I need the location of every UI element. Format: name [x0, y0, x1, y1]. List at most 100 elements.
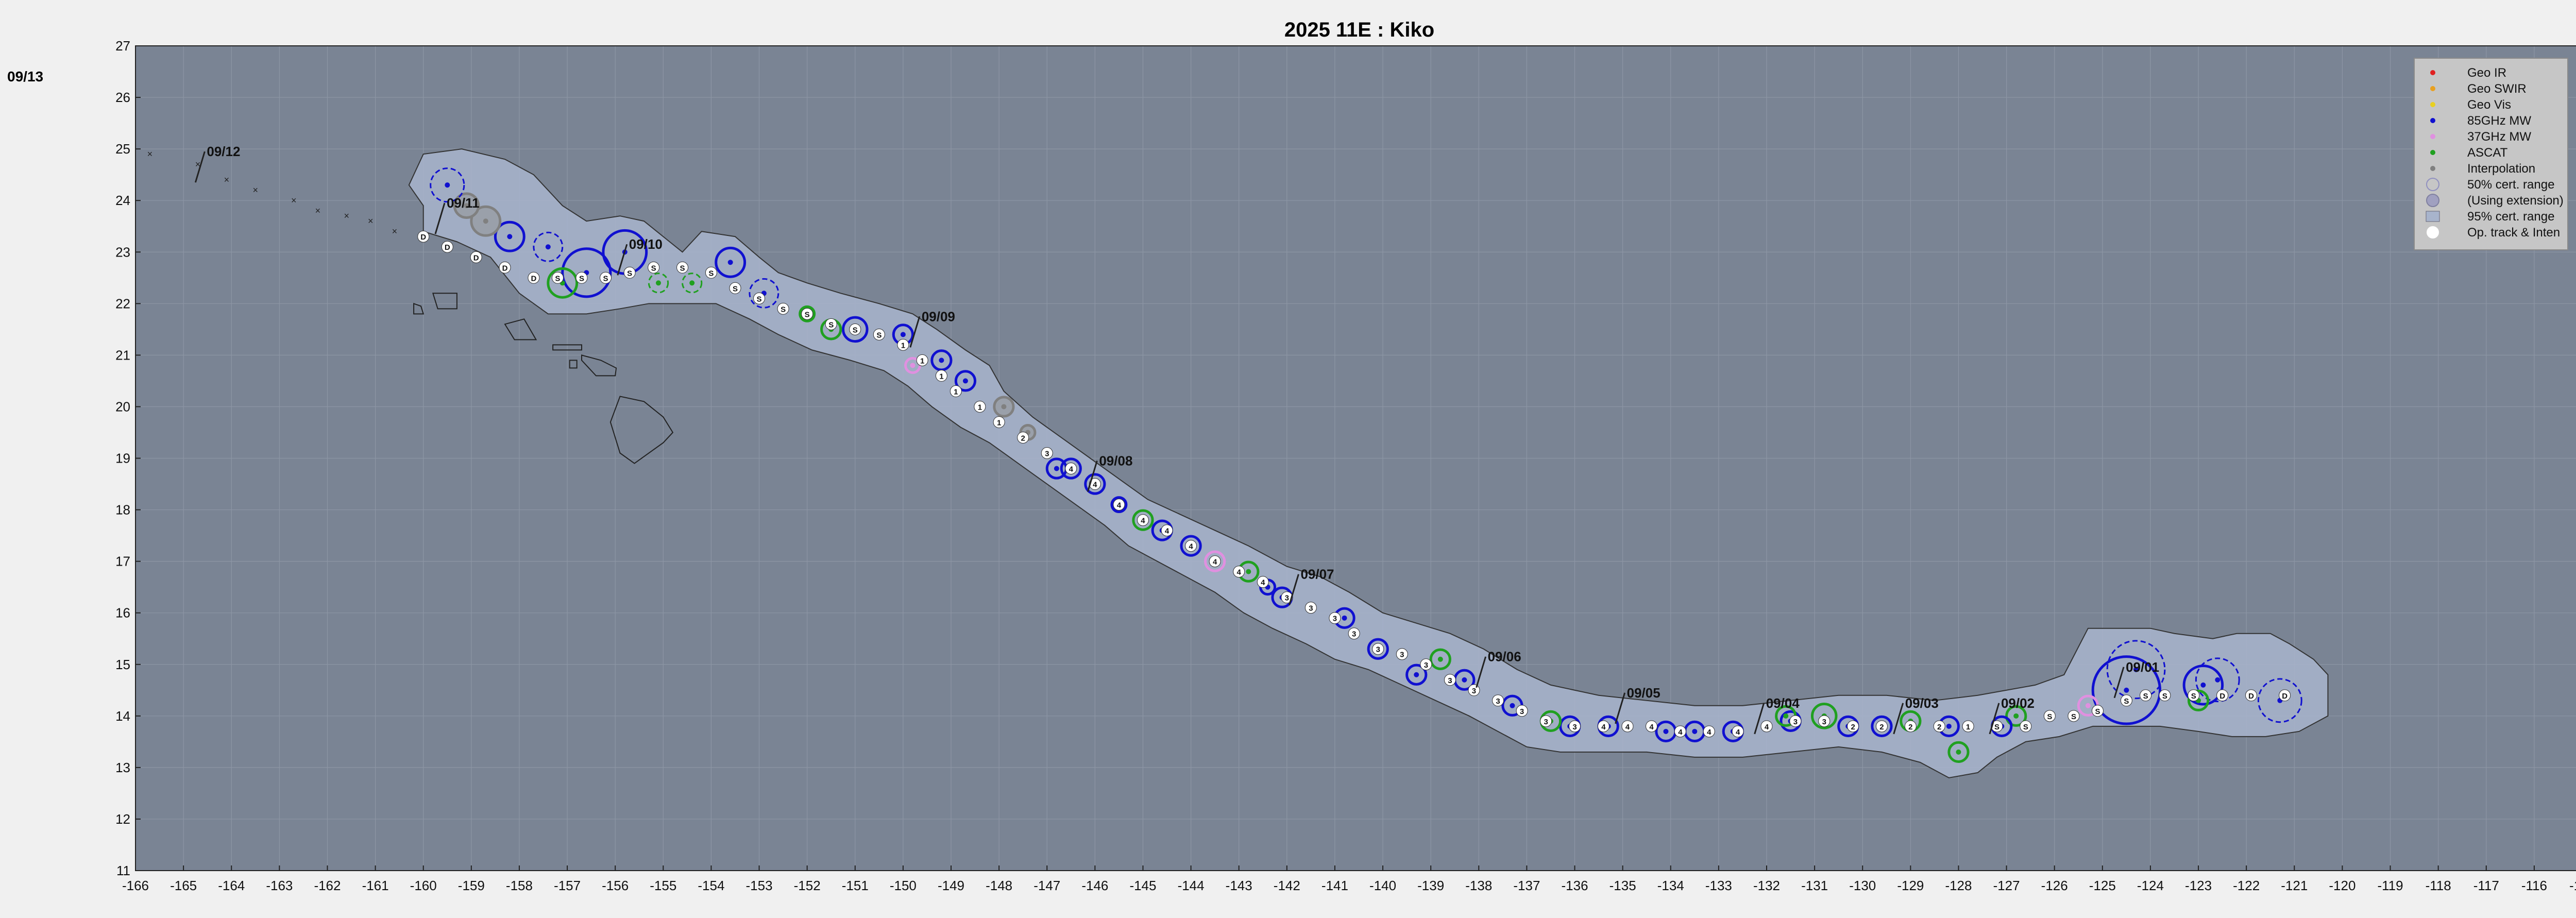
track-intensity-label: 3: [1448, 676, 1452, 685]
fix-dot: [1783, 713, 1789, 719]
track-intensity-label: S: [627, 269, 632, 278]
extratropical-marker: ×: [253, 185, 259, 195]
fix-ring: [715, 246, 747, 278]
track-point: [2188, 689, 2200, 702]
legend-symbol: [2430, 118, 2435, 123]
legend-label: Op. track & Inten: [2467, 226, 2561, 240]
fix-ring: [494, 220, 526, 252]
track-point: [801, 308, 814, 320]
track-point: [551, 271, 564, 284]
x-tick-label: -132: [1753, 878, 1780, 893]
fix-ring: [1871, 715, 1893, 737]
legend-label: Geo SWIR: [2467, 82, 2527, 96]
track-point: [897, 338, 909, 351]
track-point: [1569, 720, 1581, 733]
x-tick-label: -165: [170, 878, 197, 893]
track-intensity-label: S: [2023, 723, 2028, 732]
day-tick: [1754, 703, 1765, 735]
track-intensity-label: 1: [939, 372, 943, 381]
track-intensity-label: S: [828, 320, 834, 329]
track-point: [441, 241, 453, 253]
track-point: [417, 230, 430, 243]
legend-label: Geo IR: [2467, 66, 2507, 80]
island: [413, 302, 425, 315]
day-label: 09/04: [1766, 695, 1800, 711]
track-intensity-label: D: [531, 274, 536, 283]
axes: -166 -165 -164 -163 -162 -161 -160 -159 -158 -157…: [115, 38, 2576, 893]
legend-label: Interpolation: [2467, 162, 2536, 176]
track-intensity-label: 3: [1400, 651, 1404, 659]
legend-item: 50% cert. range: [2415, 177, 2567, 193]
track-intensity-label: 3: [1352, 630, 1356, 639]
fix-dot: [1692, 728, 1698, 734]
fix-ring: [533, 231, 564, 262]
fix-dot: [1414, 672, 1419, 677]
track-point: [1933, 720, 1945, 733]
day-tick: [909, 316, 921, 348]
x-tick-label: -131: [1801, 878, 1828, 893]
legend-label: 37GHz MW: [2467, 130, 2532, 144]
track-intensity-label: 1: [1966, 723, 1970, 732]
track-point: [1703, 725, 1715, 738]
track-intensity-label: 4: [1237, 568, 1242, 577]
track-point: [950, 385, 962, 397]
fix-ring: [1405, 664, 1428, 686]
legend-item: Geo Vis: [2415, 97, 2567, 113]
island: [552, 344, 582, 351]
legend-dot: [2430, 118, 2435, 123]
track-intensity-label: 2: [1021, 434, 1025, 443]
x-tick-label: -139: [1417, 878, 1444, 893]
island: [432, 293, 457, 310]
legend-item: (Using extension): [2415, 193, 2567, 209]
day-label: 09/09: [922, 309, 955, 324]
track-intensity-label: 4: [1261, 579, 1265, 587]
x-tick-label: -162: [314, 878, 341, 893]
track-intensity-label: S: [680, 264, 685, 273]
fix-dot: [445, 182, 450, 188]
x-tick-label: -123: [2185, 878, 2212, 893]
track-point: [2279, 689, 2291, 702]
track-intensity-label: 4: [1213, 558, 1217, 567]
legend-dot: [2430, 102, 2435, 107]
x-tick-label: -138: [1465, 878, 1492, 893]
fix-ring: [547, 267, 579, 299]
legend-item: 95% cert. range: [2415, 209, 2567, 225]
track-point: [729, 282, 741, 294]
fix-dot: [910, 363, 916, 368]
track-point: [1904, 720, 1917, 733]
track-intensity-label: 4: [1707, 728, 1711, 737]
track-intensity-label: S: [651, 264, 656, 273]
track-point: [1540, 715, 1552, 727]
track-point: [1674, 725, 1686, 738]
fix-ring: [1084, 473, 1106, 495]
fix-dot: [900, 332, 906, 337]
day-tick: [1615, 692, 1626, 724]
track-intensity-label: 1: [901, 341, 905, 350]
track-point: [1847, 720, 1859, 733]
fix-dot: [2124, 687, 2129, 693]
track-intensity-label: 3: [1285, 594, 1289, 603]
track-intensity-label: 4: [1625, 723, 1630, 732]
legend-label: 50% cert. range: [2467, 178, 2555, 192]
legend-label: 95% cert. range: [2467, 210, 2555, 224]
x-tick-label: -128: [1945, 878, 1972, 893]
fix-dot: [2200, 682, 2206, 688]
track-intensity-label: S: [1994, 723, 1999, 732]
track-point: [676, 261, 689, 274]
fix-dot: [939, 358, 944, 363]
y-tick-label: 23: [115, 244, 130, 260]
extratropical-marker: ×: [315, 206, 321, 216]
x-tick-label: -126: [2041, 878, 2068, 893]
track-point: [2020, 720, 2032, 733]
track-point: [1420, 658, 1432, 671]
x-tick-label: -145: [1129, 878, 1156, 893]
track-point: [705, 266, 717, 279]
track-intensity-label: 3: [1822, 718, 1826, 726]
x-tick-label: -134: [1657, 878, 1684, 893]
track-intensity-label: 3: [1376, 645, 1380, 654]
fix-dot: [507, 234, 513, 240]
corner-date-label: 09/13: [7, 69, 44, 84]
track-point: [470, 251, 482, 263]
day-tick: [434, 202, 446, 234]
track-point: [1233, 566, 1245, 578]
